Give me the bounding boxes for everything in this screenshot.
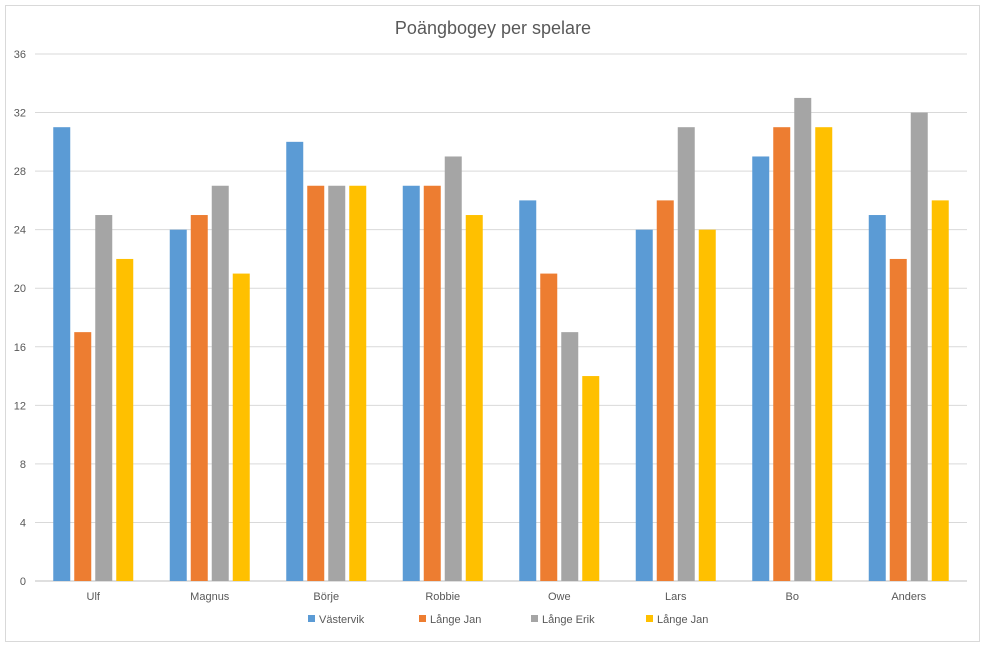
bar: Bo – Långe Jan: 31: [815, 127, 833, 581]
x-tick-label: Lars: [665, 591, 687, 603]
bar: Magnus – Långe Jan: 25: [190, 215, 208, 581]
bar: Bo – Långe Erik: 33: [794, 97, 812, 582]
bar: Lars – Långe Erik: 31: [677, 127, 695, 581]
bar: Ulf – Västervik: 31: [53, 127, 71, 581]
bar: Magnus – Västervik: 24: [169, 229, 187, 581]
legend-label: Långe Erik: [542, 614, 595, 626]
x-tick-label: Magnus: [190, 591, 230, 603]
y-tick-label: 16: [14, 342, 26, 354]
y-tick-label: 36: [14, 49, 26, 61]
y-tick-label: 20: [14, 283, 26, 295]
legend-label: Långe Jan: [430, 614, 481, 626]
y-tick-label: 0: [20, 576, 26, 588]
x-tick-label: Robbie: [425, 591, 460, 603]
chart-title: Poängbogey per spelare: [395, 18, 591, 38]
bar: Robbie – Långe Jan: 25: [465, 215, 483, 581]
bar: Anders – Långe Erik: 32: [910, 112, 928, 582]
bar: Owe – Långe Jan: 21: [540, 273, 558, 581]
y-tick-label: 12: [14, 400, 26, 412]
legend-swatch: [531, 615, 538, 622]
bar: Anders – Västervik: 25: [868, 215, 886, 581]
bar: Robbie – Långe Jan: 27: [423, 185, 441, 581]
bar: Robbie – Långe Erik: 29: [444, 156, 462, 581]
x-tick-label: Owe: [548, 591, 571, 603]
x-tick-label: Ulf: [87, 591, 101, 603]
bar: Börje – Västervik: 30: [286, 141, 304, 582]
x-axis-ticks: Ulf Magnus Börje Robbie Owe Lars Bo Anders: [87, 591, 927, 603]
bar: Anders – Långe Jan: 26: [931, 200, 949, 581]
bar: Börje – Långe Jan: 27: [349, 185, 367, 581]
bar: Lars – Långe Jan: 24: [698, 229, 716, 581]
bar: Bo – Västervik: 29: [752, 156, 770, 581]
bar: Magnus – Långe Jan: 21: [232, 273, 250, 581]
legend-label: Västervik: [319, 614, 365, 626]
bar: Lars – Västervik: 24: [635, 229, 653, 581]
legend-swatch: [419, 615, 426, 622]
gridlines: [35, 53, 967, 582]
bar: Börje – Långe Erik: 27: [328, 185, 346, 581]
bar: Ulf – Långe Jan: 17: [74, 332, 92, 581]
bar: Robbie – Västervik: 27: [402, 185, 420, 581]
y-axis-ticks: 0 4 8 12 16 20 24 28 32 36: [14, 49, 26, 588]
y-tick-label: 28: [14, 166, 26, 178]
bar: Ulf – Långe Erik: 25: [95, 215, 113, 581]
y-tick-label: 32: [14, 108, 26, 120]
x-tick-label: Anders: [891, 591, 926, 603]
legend-swatch: [646, 615, 653, 622]
y-tick-label: 24: [14, 225, 26, 237]
legend-swatch: [308, 615, 315, 622]
legend-label: Långe Jan: [657, 614, 708, 626]
x-tick-label: Börje: [313, 591, 339, 603]
bar: Bo – Långe Jan: 31: [773, 127, 791, 581]
bar: Owe – Västervik: 26: [519, 200, 537, 581]
bar: Owe – Långe Erik: 17: [561, 332, 579, 581]
x-tick-label: Bo: [786, 591, 799, 603]
bar: Magnus – Långe Erik: 27: [211, 185, 229, 581]
y-tick-label: 4: [20, 517, 26, 529]
bars: Ulf – Västervik: 31Ulf – Långe Jan: 17Ul…: [53, 97, 949, 582]
bar: Ulf – Långe Jan: 22: [116, 258, 134, 581]
bar: Börje – Långe Jan: 27: [307, 185, 325, 581]
bar: Anders – Långe Jan: 22: [889, 258, 907, 581]
bar: Owe – Långe Jan: 14: [582, 376, 600, 581]
legend: Västervik Långe Jan Långe Erik Långe Jan: [308, 614, 708, 626]
bar: Lars – Långe Jan: 26: [656, 200, 674, 581]
y-tick-label: 8: [20, 459, 26, 471]
